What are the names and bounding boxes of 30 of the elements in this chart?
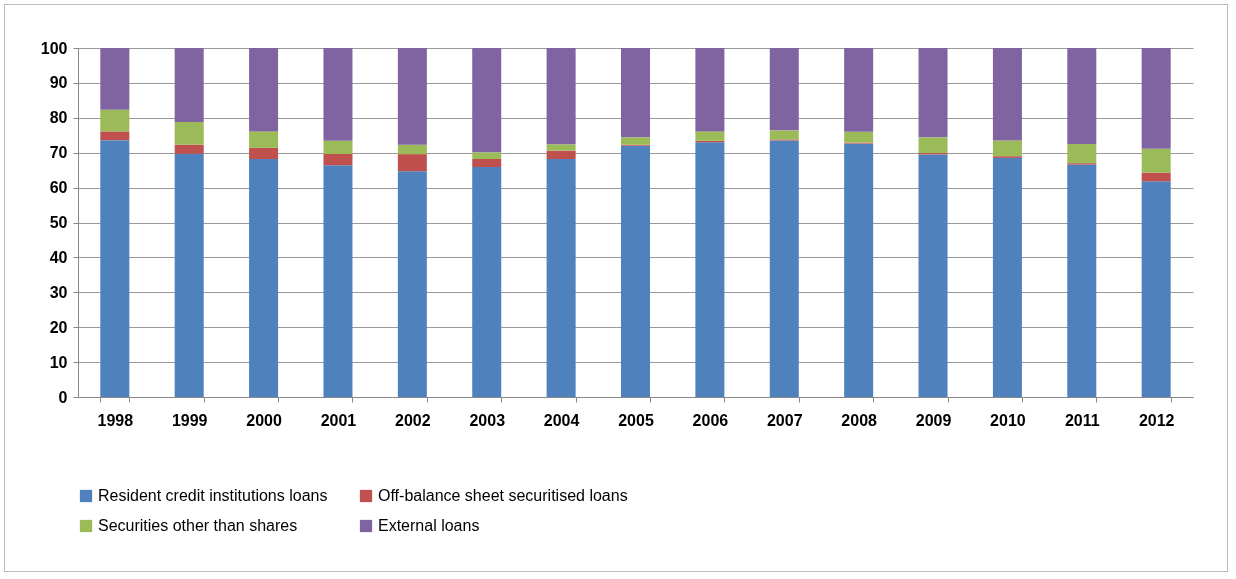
legend-label: External loans xyxy=(378,517,480,534)
y-tick-label: 10 xyxy=(49,353,68,371)
x-tick-label: 1999 xyxy=(171,411,208,429)
x-tick-label: 2008 xyxy=(841,411,878,429)
y-tick-label: 60 xyxy=(49,179,68,197)
x-tick-label: 2000 xyxy=(246,411,282,429)
x-tick-label: 2011 xyxy=(1064,411,1100,429)
y-tick-label: 80 xyxy=(49,109,68,127)
legend-label: Off-balance sheet securitised loans xyxy=(378,487,628,504)
x-tick-label: 2007 xyxy=(766,411,803,429)
x-tick-label: 2002 xyxy=(395,411,431,429)
y-tick-label: 70 xyxy=(49,144,68,162)
y-tick-label: 40 xyxy=(49,248,68,266)
y-tick-label: 30 xyxy=(49,283,68,301)
y-tick-label: 0 xyxy=(58,388,68,406)
y-tick-label: 50 xyxy=(49,214,68,231)
y-tick-label: 100 xyxy=(40,39,68,57)
x-tick-label: 2012 xyxy=(1138,411,1175,429)
x-tick-label: 2005 xyxy=(618,411,654,429)
x-tick-label: 1998 xyxy=(97,411,134,429)
y-tick-label: 20 xyxy=(49,318,68,336)
x-tick-label: 2006 xyxy=(692,411,729,429)
legend-label: Securities other than shares xyxy=(98,517,298,534)
x-tick-label: 2009 xyxy=(915,411,952,429)
x-tick-label: 2001 xyxy=(320,411,357,429)
x-tick-label: 2003 xyxy=(469,411,506,429)
legend-label: Resident credit institutions loans xyxy=(98,487,328,504)
y-tick-label: 90 xyxy=(49,74,68,92)
x-tick-label: 2010 xyxy=(990,411,1026,429)
x-tick-label: 2004 xyxy=(543,411,580,429)
